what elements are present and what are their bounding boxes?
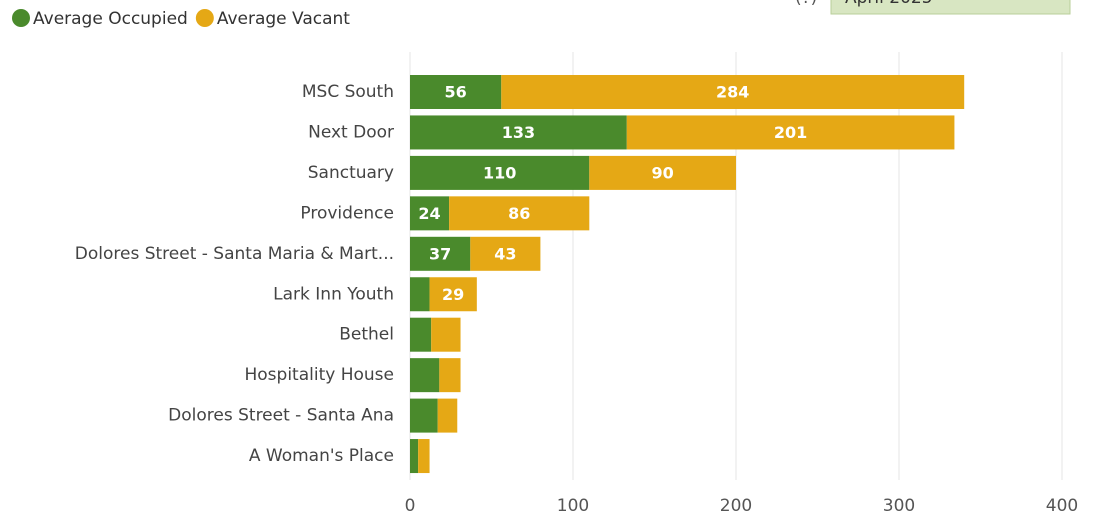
bar-segment [589,155,736,190]
y-tick-label: Providence [300,203,394,223]
data-label: 37 [429,244,451,263]
x-tick-label: 0 [405,496,416,516]
bar-segment [410,196,450,231]
x-tick-label: 400 [1046,496,1078,516]
bar-segment [410,75,502,109]
bar-segment [431,317,461,352]
y-tick-label: Bethel [339,325,394,345]
bar-segment [410,155,590,190]
y-tick-label: Lark Inn Youth [273,284,394,304]
data-label: 86 [508,204,530,223]
data-label: 29 [442,285,464,304]
bar-segment [410,317,432,352]
bar-segment [449,196,590,231]
legend-label: Average Occupied [33,9,188,29]
bar-segment [410,236,471,271]
bar-segment [410,115,627,150]
data-label: 201 [774,123,807,142]
bar-segment [437,398,458,433]
bar-segment [410,358,440,393]
filter-box[interactable] [830,0,1071,15]
x-tick-label: 300 [883,496,915,516]
bar-segment [626,115,955,150]
bar-segment [410,439,419,474]
data-label: 133 [502,123,535,142]
x-tick-label: 200 [720,496,752,516]
y-tick-label: Dolores Street - Santa Ana [168,406,394,426]
bar-segment [418,439,430,474]
bar-segment [410,277,430,312]
data-label: 43 [494,244,516,263]
bar-segment [439,358,461,393]
legend-label: Average Vacant [217,9,350,29]
y-tick-label: A Woman's Place [249,446,394,466]
x-tick-label: 100 [557,496,589,516]
bar-segment [470,236,541,271]
bar-segment [410,398,438,433]
y-tick-label: MSC South [302,82,394,102]
legend-swatch [12,9,30,27]
help-icon[interactable]: (?) [795,0,817,8]
bar-segment [501,75,965,109]
bar-segment [429,277,477,312]
data-label: 90 [652,163,674,182]
data-label: 110 [483,163,516,182]
filter-value[interactable]: April 2025 [845,0,933,8]
data-label: 56 [445,83,467,102]
y-tick-label: Dolores Street - Santa Maria & Mart... [75,244,394,264]
data-label: 24 [418,204,440,223]
y-tick-label: Sanctuary [308,163,394,183]
y-tick-label: Hospitality House [245,365,395,385]
y-tick-label: Next Door [308,122,394,142]
data-label: 284 [716,83,749,102]
legend-swatch [195,9,214,27]
